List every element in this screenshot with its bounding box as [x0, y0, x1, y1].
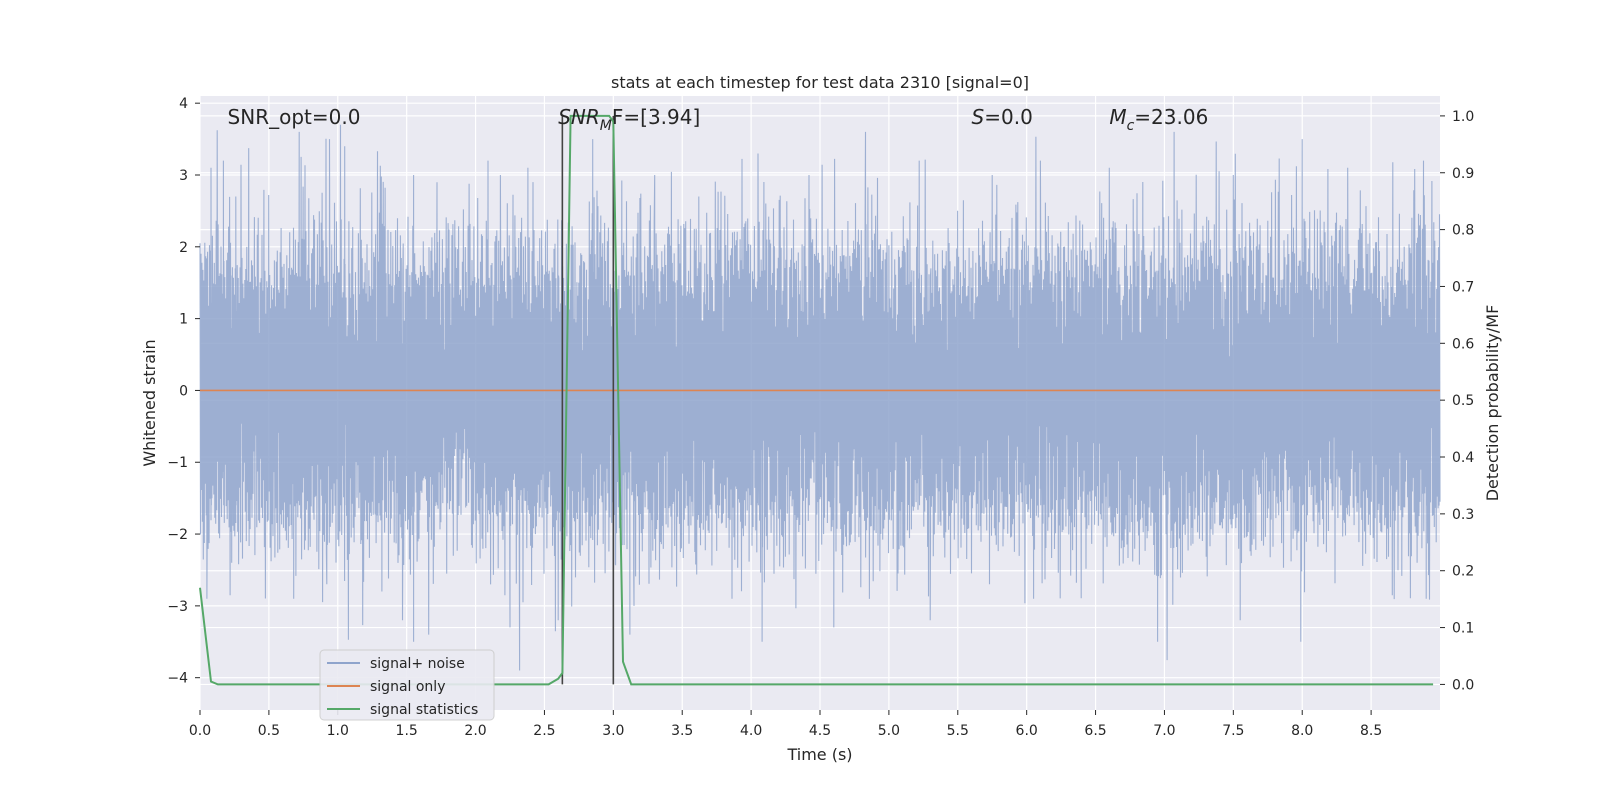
- y-tick-label: 2: [179, 240, 188, 256]
- series-signal-plus-noise: [199, 124, 1441, 671]
- x-axis-label: Time (s): [786, 745, 852, 764]
- x-tick-label: 8.5: [1360, 723, 1382, 739]
- y-tick-label: 4: [179, 96, 188, 112]
- y-tick-label: 0: [179, 383, 188, 399]
- x-tick-label: 7.0: [1153, 723, 1175, 739]
- x-tick-label: 6.0: [1016, 723, 1038, 739]
- legend-label-signal-plus-noise: signal+ noise: [370, 656, 465, 672]
- x-tick-label: 2.0: [464, 723, 486, 739]
- y2-tick-label: 0.5: [1452, 393, 1474, 409]
- series-lines: [199, 114, 1440, 686]
- x-tick-label: 3.0: [602, 723, 624, 739]
- x-tick-label: 2.5: [533, 723, 555, 739]
- y2-tick-label: 0.7: [1452, 279, 1474, 295]
- y2-axis-ticks: 0.0 0.1 0.2 0.3 0.4 0.5 0.6 0.7 0.8 0.9 1.0: [1440, 109, 1474, 693]
- y2-tick-label: 0.2: [1452, 564, 1474, 580]
- legend-label-signal-only: signal only: [370, 679, 445, 695]
- y-tick-label: −4: [167, 671, 188, 687]
- y-tick-label: −3: [167, 599, 188, 615]
- x-tick-label: 5.5: [947, 723, 969, 739]
- y2-tick-label: 0.6: [1452, 336, 1474, 352]
- x-tick-label: 5.0: [878, 723, 900, 739]
- y2-tick-label: 0.3: [1452, 507, 1474, 523]
- legend-label-signal-statistics: signal statistics: [370, 702, 478, 718]
- x-tick-label: 4.0: [740, 723, 762, 739]
- x-axis-ticks: 0.0 0.5 1.0 1.5 2.0 2.5 3.0 3.5 4.0 4.5 5.0 5.5 6.0 6…: [189, 710, 1382, 739]
- y-tick-label: −2: [167, 527, 188, 543]
- y2-tick-label: 1.0: [1452, 109, 1474, 125]
- y2-tick-label: 0.9: [1452, 166, 1474, 182]
- y2-axis-label: Detection probability/MF: [1483, 305, 1502, 502]
- annotation-text: S=0.0: [972, 105, 1033, 129]
- series-line-signal-statistics: [199, 114, 1434, 686]
- y-tick-label: 3: [179, 168, 188, 184]
- annotation-text: Mc=23.06: [1109, 105, 1208, 134]
- annotation-text: SNRMF=[3.94]: [558, 105, 700, 134]
- chart-title: stats at each timestep for test data 231…: [611, 73, 1029, 92]
- y-axis-ticks: −4 −3 −2 −1 0 1 2 3 4: [167, 96, 200, 687]
- series-line-signal-plus-noise: [199, 124, 1441, 671]
- legend-box: [319, 649, 495, 721]
- annotation-text: SNR_opt=0.0: [228, 105, 361, 129]
- y2-tick-label: 0.0: [1452, 677, 1474, 693]
- annotations: SNR_opt=0.0 SNRMF=[3.94] S=0.0 Mc=23.06: [228, 105, 1209, 134]
- y2-tick-label: 0.1: [1452, 621, 1474, 637]
- x-tick-label: 6.5: [1084, 723, 1106, 739]
- legend: signal+ noise signal only signal statist…: [319, 649, 495, 721]
- y2-tick-label: 0.4: [1452, 450, 1474, 466]
- y-tick-label: 1: [179, 312, 188, 328]
- x-tick-label: 7.5: [1222, 723, 1244, 739]
- x-tick-label: 4.5: [809, 723, 831, 739]
- y-tick-label: −1: [167, 455, 188, 471]
- x-tick-label: 1.5: [396, 723, 418, 739]
- y2-tick-label: 0.8: [1452, 223, 1474, 239]
- x-tick-label: 0.5: [258, 723, 280, 739]
- y-axis-label: Whitened strain: [140, 339, 159, 466]
- x-tick-label: 3.5: [671, 723, 693, 739]
- x-tick-label: 1.0: [327, 723, 349, 739]
- x-tick-label: 0.0: [189, 723, 211, 739]
- x-tick-label: 8.0: [1291, 723, 1313, 739]
